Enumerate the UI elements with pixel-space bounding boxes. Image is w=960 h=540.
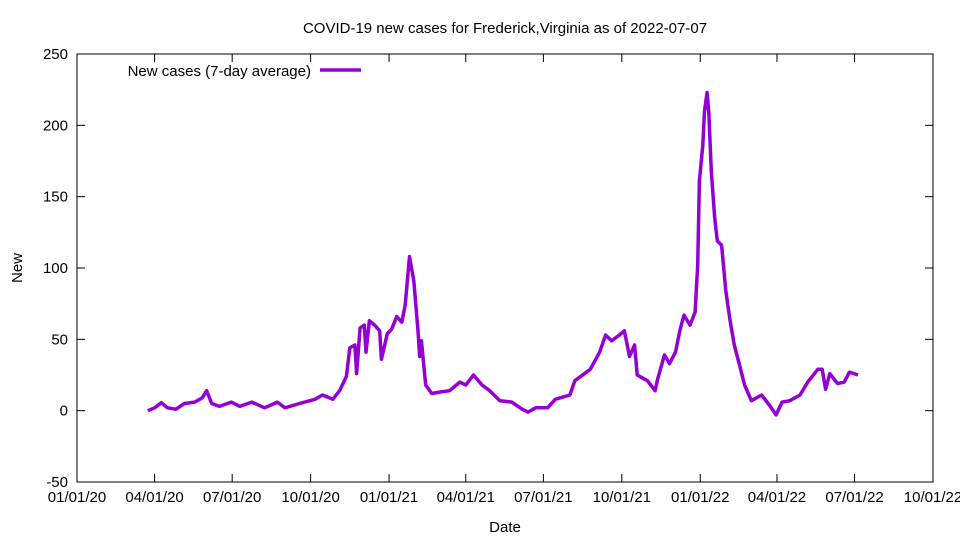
chart-title: COVID-19 new cases for Frederick,Virgini… — [303, 20, 707, 37]
y-tick-label: 0 — [60, 403, 68, 420]
legend: New cases (7-day average) — [128, 63, 361, 80]
x-tick-label: 04/01/22 — [748, 489, 806, 506]
x-tick-label: 10/01/20 — [281, 489, 339, 506]
plot-border — [76, 53, 934, 483]
y-tick-label: 150 — [43, 189, 68, 206]
x-tick-label: 04/01/20 — [125, 489, 183, 506]
y-tick-label: -50 — [46, 474, 68, 491]
y-tick-label: 250 — [43, 46, 68, 63]
y-tick-label: 50 — [51, 331, 68, 348]
y-tick-label: 100 — [43, 260, 68, 277]
series-line — [147, 90, 859, 417]
y-axis-label: New — [9, 253, 26, 283]
x-tick-label: 07/01/21 — [514, 489, 572, 506]
x-tick-label: 04/01/21 — [437, 489, 495, 506]
y-tick-label: 200 — [43, 117, 68, 134]
x-tick-label: 07/01/20 — [203, 489, 261, 506]
x-axis-label: Date — [489, 519, 521, 536]
x-tick-label: 01/01/21 — [360, 489, 418, 506]
x-tick-label: 10/01/21 — [593, 489, 651, 506]
x-tick-label: 01/01/22 — [671, 489, 729, 506]
x-tick-label: 01/01/20 — [48, 489, 106, 506]
legend-label: New cases (7-day average) — [128, 63, 311, 80]
x-tick-label: 10/01/22 — [904, 489, 960, 506]
x-tick-label: 07/01/22 — [825, 489, 883, 506]
